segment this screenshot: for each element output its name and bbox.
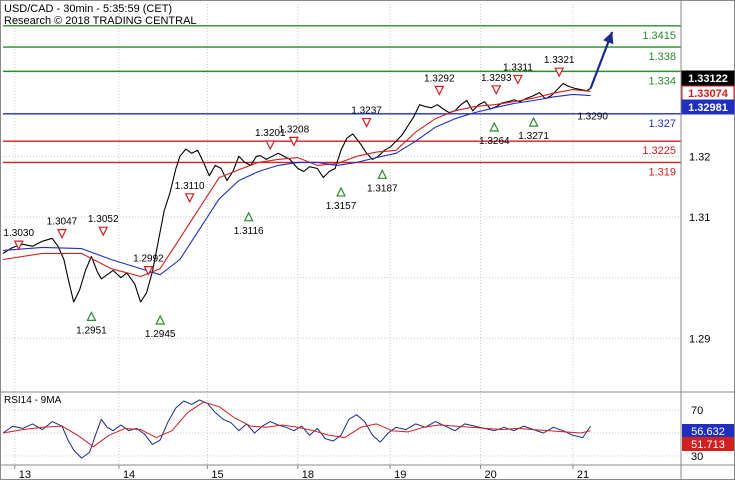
- swing-high-marker: [143, 266, 154, 276]
- price-tag-label: 1.33122: [688, 73, 728, 85]
- swing-low-marker: [377, 168, 388, 179]
- rsi-title: RSI14 - 9MA: [4, 395, 62, 406]
- swing-high-label: 1.3321: [544, 55, 575, 66]
- swing-high-label: 1.3030: [3, 228, 34, 239]
- price-tag-label: 1.33074: [688, 88, 729, 100]
- series-ma-fast: [2, 89, 591, 278]
- level-label: 1.3225: [642, 145, 676, 157]
- swing-low-label: 1.3187: [367, 183, 398, 194]
- swing-low-marker: [528, 116, 539, 127]
- time-tick-label: 14: [123, 469, 135, 480]
- rsi-tag-box: [682, 437, 734, 451]
- chart-title: USD/CAD - 30min - 5:35:59 (CET): [4, 3, 172, 15]
- swing-low-marker: [336, 186, 346, 197]
- swing-low-label: 1.3264: [479, 136, 510, 147]
- level-label: 1.334: [648, 75, 676, 87]
- swing-low-label: 1.3271: [518, 131, 549, 142]
- level-label: 1.319: [648, 166, 676, 178]
- swing-high-label: 1.3208: [279, 124, 310, 135]
- price-tag-box: [681, 70, 735, 86]
- swing-high-marker: [13, 240, 24, 251]
- time-tick-label: 20: [485, 469, 497, 480]
- swing-high-marker: [288, 136, 299, 147]
- rsi-panel: [2, 399, 592, 459]
- price-tick-label: 1.32: [689, 151, 710, 163]
- swing-high-label: 1.3047: [47, 217, 78, 228]
- level-label: 1.3415: [642, 30, 676, 42]
- price-tag-box: [681, 99, 735, 115]
- swing-low-marker: [489, 121, 500, 132]
- swing-low-marker: [86, 311, 97, 321]
- swing-high-label: 1.3293: [481, 73, 512, 84]
- price-tick-label: 1.31: [689, 212, 710, 224]
- swing-high-marker: [554, 67, 565, 78]
- rsi-tag-label: 51.713: [691, 439, 725, 451]
- time-tick-label: 21: [577, 469, 589, 480]
- support-resistance-levels: 1.3415 1.338 1.334 1.327 1.3225 1.319: [3, 25, 681, 178]
- swing-high-label: 1.3292: [424, 73, 455, 84]
- swing-low-label: 1.3290: [577, 112, 608, 123]
- swing-high-label: 1.3110: [175, 181, 205, 192]
- swing-high-marker: [491, 85, 502, 96]
- swing-high-label: 1.3201: [255, 128, 286, 139]
- swing-low-marker: [243, 211, 254, 222]
- swing-high-marker: [56, 229, 67, 239]
- time-tick-label: 19: [394, 469, 406, 480]
- swing-high-marker: [512, 74, 523, 85]
- level-label: 1.338: [648, 51, 676, 63]
- swing-high-label: 1.2992: [133, 254, 164, 265]
- rsi-series-9ma: [2, 401, 591, 448]
- level-label: 1.327: [648, 118, 676, 130]
- forecast-arrowhead: [603, 31, 614, 45]
- grid: [3, 4, 681, 465]
- swing-high-marker: [98, 226, 109, 237]
- price-tag-label: 1.32981: [688, 102, 728, 114]
- swing-low-label: 1.3157: [326, 201, 357, 212]
- swing-low-marker: [155, 314, 166, 325]
- swing-high-label: 1.3311: [503, 62, 533, 73]
- chart-subtitle: Research © 2018 TRADING CENTRAL: [4, 15, 197, 27]
- swing-high-marker: [265, 140, 276, 151]
- swing-high-marker: [184, 193, 195, 204]
- time-tick-label: 15: [211, 469, 223, 480]
- time-tick-label: 13: [19, 469, 31, 480]
- swing-low-label: 1.2945: [145, 329, 176, 340]
- swing-low-label: 1.2951: [76, 325, 107, 336]
- swing-low-label: 1.3116: [234, 226, 264, 237]
- swing-high-label: 1.3052: [88, 214, 119, 225]
- rsi-tick-label: 30: [691, 451, 703, 463]
- swing-high-marker: [361, 117, 372, 128]
- price-tick-label: 1.29: [689, 333, 710, 345]
- rsi-tag-box: [682, 424, 734, 438]
- rsi-tick-label: 70: [691, 405, 703, 417]
- series-usd-cad: [2, 82, 591, 303]
- time-tick-label: 18: [302, 469, 314, 480]
- rsi-tag-label: 56.632: [691, 426, 725, 438]
- rsi-series-rsi14: [2, 399, 592, 459]
- swing-high-label: 1.3237: [351, 106, 382, 117]
- swing-high-marker: [434, 85, 445, 96]
